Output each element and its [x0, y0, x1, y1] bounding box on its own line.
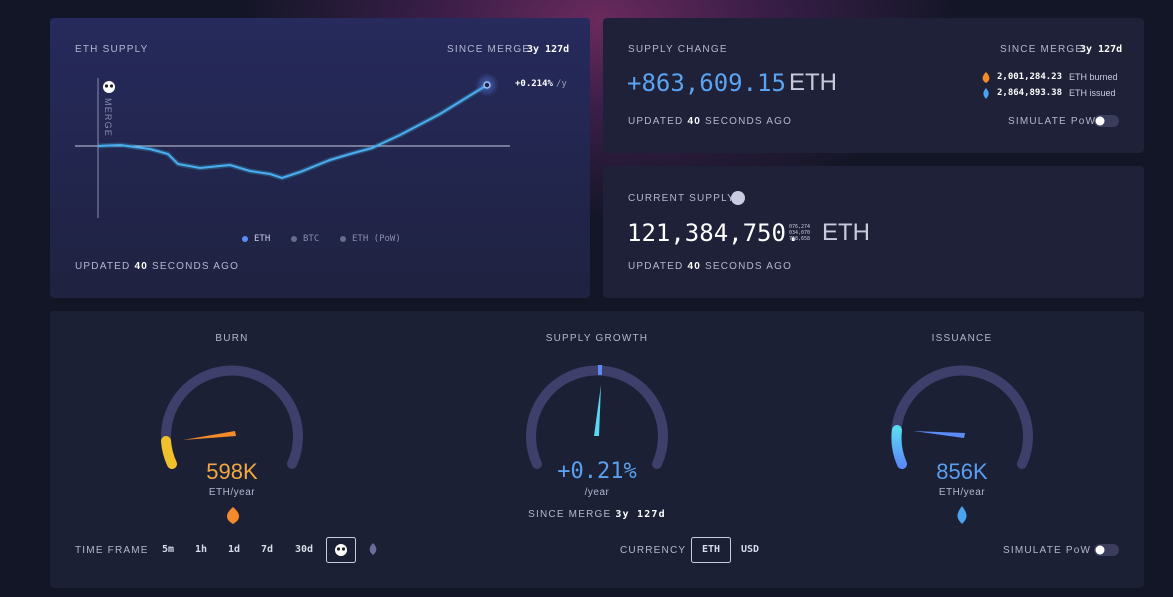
decimal-line: 076,274 [789, 224, 811, 230]
gauge-title: SUPPLY GROWTH [545, 333, 649, 344]
gauge-value: 598K [206, 459, 258, 484]
gauge-unit: ETH/year [208, 487, 256, 498]
supply-change-value: +863,609.15 [627, 69, 786, 97]
issued-label: ETH issued [1069, 88, 1116, 98]
gauge-unit: /year [584, 487, 610, 498]
gauge-title: BURN [215, 333, 249, 344]
card-title: CURRENT SUPPLY [628, 193, 736, 204]
issued-value: 2,864,893.38 [997, 88, 1063, 98]
updated: UPDATED 40 SECONDS AGO [628, 261, 792, 272]
updated-prefix: UPDATED [75, 261, 131, 272]
legend-entry[interactable]: ETH [254, 234, 271, 244]
currency-button[interactable]: ETH [701, 544, 721, 555]
since-label: SINCE MERGE [447, 44, 531, 55]
time-frame-button[interactable]: 1d [227, 544, 241, 555]
updated-suffix: SECONDS AGO [704, 116, 793, 127]
updated-suffix: SECONDS AGO [151, 261, 240, 272]
burned-value: 2,001,284.23 [997, 72, 1063, 82]
since-label: SINCE MERGE [1000, 44, 1084, 55]
time-frame-button[interactable]: 7d [260, 544, 274, 555]
unit: ETH [822, 219, 870, 246]
time-frame-button[interactable]: 1h [194, 544, 208, 555]
supply-change-card [603, 18, 1144, 153]
updated-value: 40 [687, 116, 701, 127]
since-label: SINCE MERGE [528, 509, 612, 520]
rate: +0.214% [515, 79, 553, 89]
current-supply-value: 121,384,750. [627, 219, 801, 247]
legend-entry[interactable]: BTC [303, 234, 320, 244]
updated: UPDATED 40 SECONDS AGO [628, 116, 792, 127]
updated-value: 40 [134, 261, 148, 272]
simulate-label: SIMULATE PoW [1008, 116, 1097, 127]
updated: UPDATED 40 SECONDS AGO [75, 261, 239, 272]
gauges-card [50, 311, 1144, 588]
card-title: SUPPLY CHANGE [628, 44, 728, 55]
gauge-value: +0.21% [557, 459, 637, 484]
merge-label: MERGE [103, 98, 113, 138]
currency-label: CURRENCY [620, 545, 687, 556]
time-frame-button[interactable]: 30d [294, 544, 314, 555]
burned-label: ETH burned [1069, 72, 1118, 82]
current-supply-card [603, 166, 1144, 298]
eth-supply-card [50, 18, 590, 298]
since-value: 3y 127d [615, 509, 666, 520]
card-title: ETH SUPPLY [75, 44, 149, 55]
rate-unit: /y [556, 79, 567, 89]
updated-value: 40 [687, 261, 701, 272]
time-frame-button[interactable]: 5m [161, 544, 175, 555]
since: SINCE MERGE 3y 127d [497, 509, 697, 520]
decimals: 076,274 034,070 718,658 [789, 224, 810, 242]
updated-prefix: UPDATED [628, 261, 684, 272]
updated-suffix: SECONDS AGO [704, 261, 793, 272]
simulate-label: SIMULATE PoW [1003, 545, 1092, 556]
legend-entry[interactable]: ETH (PoW) [352, 234, 401, 244]
time-frame-label: TIME FRAME [75, 545, 149, 556]
decimal-line: 718,658 [789, 236, 811, 242]
gauge-value: 856K [936, 459, 988, 484]
gauge-unit: ETH/year [938, 487, 986, 498]
currency-button[interactable]: USD [740, 544, 760, 555]
unit: ETH [789, 69, 837, 96]
gauge-title: ISSUANCE [931, 333, 993, 344]
decimal-line: 034,070 [789, 230, 811, 236]
since-value: 3y 127d [527, 44, 570, 55]
updated-prefix: UPDATED [628, 116, 684, 127]
since-value: 3y 127d [1080, 44, 1123, 55]
